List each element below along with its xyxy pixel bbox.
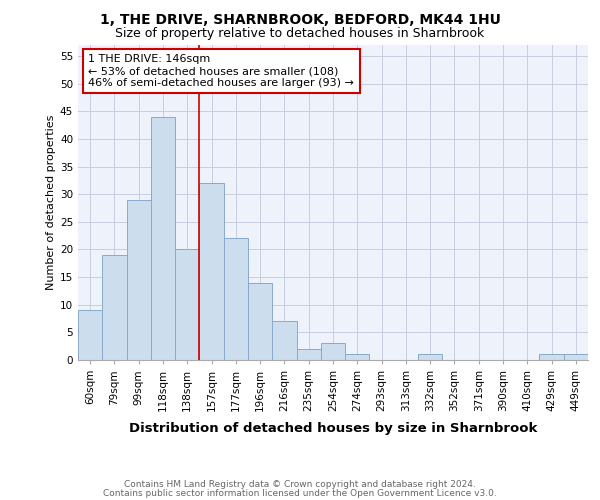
Text: Contains public sector information licensed under the Open Government Licence v3: Contains public sector information licen…	[103, 488, 497, 498]
Bar	[296, 349, 321, 360]
Bar	[102, 255, 127, 360]
Bar	[321, 344, 345, 360]
Bar	[175, 250, 199, 360]
Text: Size of property relative to detached houses in Sharnbrook: Size of property relative to detached ho…	[115, 28, 485, 40]
Text: 1 THE DRIVE: 146sqm
← 53% of detached houses are smaller (108)
46% of semi-detac: 1 THE DRIVE: 146sqm ← 53% of detached ho…	[88, 54, 354, 88]
Text: Contains HM Land Registry data © Crown copyright and database right 2024.: Contains HM Land Registry data © Crown c…	[124, 480, 476, 489]
Bar	[345, 354, 370, 360]
Bar	[564, 354, 588, 360]
Bar	[272, 322, 296, 360]
Bar	[224, 238, 248, 360]
Y-axis label: Number of detached properties: Number of detached properties	[46, 115, 56, 290]
Bar	[151, 117, 175, 360]
Bar	[418, 354, 442, 360]
Bar	[127, 200, 151, 360]
X-axis label: Distribution of detached houses by size in Sharnbrook: Distribution of detached houses by size …	[129, 422, 537, 436]
Bar	[248, 282, 272, 360]
Bar	[78, 310, 102, 360]
Bar	[199, 183, 224, 360]
Text: 1, THE DRIVE, SHARNBROOK, BEDFORD, MK44 1HU: 1, THE DRIVE, SHARNBROOK, BEDFORD, MK44 …	[100, 12, 500, 26]
Bar	[539, 354, 564, 360]
